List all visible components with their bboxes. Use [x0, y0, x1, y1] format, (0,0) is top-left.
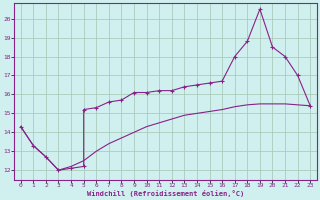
X-axis label: Windchill (Refroidissement éolien,°C): Windchill (Refroidissement éolien,°C)	[87, 190, 244, 197]
